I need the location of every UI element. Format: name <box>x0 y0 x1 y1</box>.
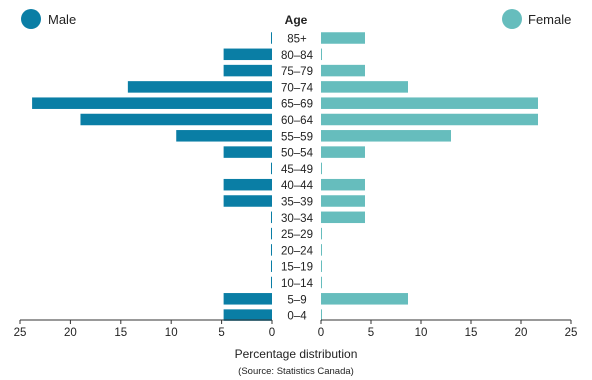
bar-male-9 <box>223 178 272 191</box>
bar-male-13 <box>270 244 272 256</box>
age-label-12: 25–29 <box>281 229 313 241</box>
age-labels: 85+ 80–84 75–79 70–74 65–69 60–64 55–59 50–54 45… <box>281 34 314 323</box>
male-tick-label-4: 5 <box>218 327 224 339</box>
bar-female-11 <box>321 211 365 224</box>
bar-male-14 <box>270 260 272 272</box>
female-bars <box>321 32 538 321</box>
bar-male-7 <box>223 146 272 158</box>
x-axes: 25 20 15 10 5 0 0 5 10 15 20 25 <box>14 319 578 339</box>
age-label-16: 5–9 <box>287 294 306 306</box>
age-label-7: 50–54 <box>281 148 314 160</box>
bar-female-14 <box>321 260 322 272</box>
legend-marker-male <box>21 9 41 29</box>
bar-female-0 <box>321 32 365 44</box>
female-tick-label-1: 5 <box>368 327 374 339</box>
age-label-17: 0–4 <box>287 311 307 323</box>
x-axis-title: Percentage distribution <box>235 347 358 361</box>
bar-male-1 <box>223 48 272 61</box>
bar-male-8 <box>270 162 272 175</box>
age-label-6: 55–59 <box>281 131 313 143</box>
male-tick-label-1: 20 <box>64 327 77 339</box>
bar-male-16 <box>223 293 272 305</box>
bar-male-5 <box>80 113 272 126</box>
bar-male-3 <box>127 81 272 93</box>
bar-female-1 <box>321 48 322 61</box>
bar-female-17 <box>321 309 322 321</box>
age-label-9: 40–44 <box>281 180 314 192</box>
bar-male-2 <box>223 64 272 77</box>
legend-label-female: Female <box>528 12 571 27</box>
age-header: Age <box>285 13 308 27</box>
bar-male-10 <box>223 195 272 207</box>
bar-female-8 <box>321 162 322 175</box>
bar-female-12 <box>321 227 322 240</box>
bar-female-4 <box>321 97 538 109</box>
male-tick-label-0: 25 <box>14 327 27 339</box>
bar-male-0 <box>270 32 272 44</box>
bar-male-6 <box>176 130 272 142</box>
male-tick-label-2: 15 <box>114 327 127 339</box>
bar-male-4 <box>32 97 272 109</box>
bar-female-5 <box>321 113 538 126</box>
male-tick-label-3: 10 <box>165 327 178 339</box>
legend: Male Female <box>21 9 571 29</box>
bar-male-11 <box>270 211 272 224</box>
age-label-2: 75–79 <box>281 66 313 78</box>
bar-female-2 <box>321 64 365 77</box>
male-bars <box>32 32 272 321</box>
bar-female-6 <box>321 130 451 142</box>
bar-female-7 <box>321 146 365 158</box>
bar-male-17 <box>223 309 272 321</box>
female-tick-label-3: 15 <box>465 327 478 339</box>
age-label-14: 15–19 <box>281 262 313 274</box>
female-tick-label-0: 0 <box>318 327 324 339</box>
age-label-0: 85+ <box>287 34 307 46</box>
legend-marker-female <box>502 9 522 29</box>
bar-female-16 <box>321 293 408 305</box>
bar-female-15 <box>321 276 322 289</box>
bar-female-3 <box>321 81 408 93</box>
age-label-8: 45–49 <box>281 164 313 176</box>
source-note: (Source: Statistics Canada) <box>238 366 354 377</box>
age-label-5: 60–64 <box>281 115 314 127</box>
age-label-3: 70–74 <box>281 82 314 94</box>
male-tick-label-5: 0 <box>269 327 275 339</box>
age-label-13: 20–24 <box>281 245 314 257</box>
bar-female-13 <box>321 244 322 256</box>
age-label-1: 80–84 <box>281 50 314 62</box>
bar-female-10 <box>321 195 365 207</box>
age-label-4: 65–69 <box>281 99 313 111</box>
age-label-11: 30–34 <box>281 213 314 225</box>
female-tick-label-2: 10 <box>415 327 428 339</box>
female-tick-label-4: 20 <box>515 327 528 339</box>
female-tick-label-5: 25 <box>565 327 578 339</box>
age-label-10: 35–39 <box>281 197 313 209</box>
bar-male-15 <box>270 276 272 289</box>
legend-label-male: Male <box>48 12 76 27</box>
age-label-15: 10–14 <box>281 278 314 290</box>
bar-female-9 <box>321 178 365 191</box>
bar-male-12 <box>270 227 272 240</box>
